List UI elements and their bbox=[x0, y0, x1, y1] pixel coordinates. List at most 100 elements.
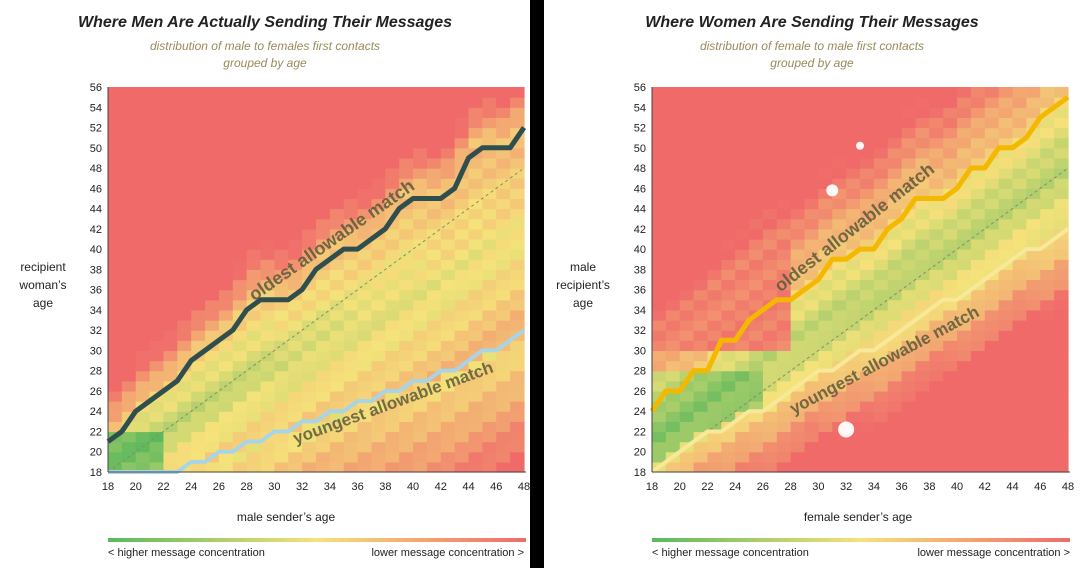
heatmap-cell bbox=[901, 330, 917, 341]
heatmap-cell bbox=[1054, 320, 1069, 331]
heatmap-cell bbox=[121, 340, 137, 352]
heatmap-cell bbox=[804, 411, 819, 422]
heatmap-cell bbox=[260, 87, 275, 98]
heatmap-cell bbox=[707, 168, 722, 179]
heatmap-cell bbox=[860, 218, 875, 230]
heatmap-cell bbox=[776, 380, 792, 392]
heatmap-cell bbox=[818, 228, 833, 240]
heatmap-cell bbox=[832, 97, 847, 108]
heatmap-cell bbox=[343, 87, 359, 98]
heatmap-cell bbox=[399, 350, 414, 362]
heatmap-cell bbox=[205, 441, 220, 453]
heatmap-cell bbox=[482, 127, 497, 139]
heatmap-cell bbox=[1054, 330, 1069, 341]
heatmap-cell bbox=[721, 279, 736, 291]
heatmap-cell bbox=[205, 117, 220, 129]
heatmap-cell bbox=[846, 259, 861, 270]
heatmap-cell bbox=[454, 380, 470, 392]
heatmap-cell bbox=[274, 279, 289, 291]
heatmap-cell bbox=[232, 350, 248, 362]
heatmap-cell bbox=[1040, 320, 1055, 331]
heatmap-cell bbox=[1054, 421, 1069, 433]
heatmap-cell bbox=[205, 360, 220, 372]
heatmap-cell bbox=[121, 178, 137, 189]
heatmap-cell bbox=[496, 137, 511, 149]
heatmap-cell bbox=[984, 238, 1000, 250]
heatmap-cell bbox=[984, 350, 1000, 362]
heatmap-cell bbox=[749, 461, 764, 473]
heatmap-cell bbox=[652, 249, 667, 260]
y-tick-label: 26 bbox=[634, 386, 646, 398]
y-axis-label: recipient woman’s age bbox=[0, 258, 86, 312]
heatmap-cell bbox=[776, 330, 792, 341]
heatmap-cell bbox=[984, 87, 1000, 98]
heatmap-cell bbox=[302, 157, 317, 169]
heatmap-cell bbox=[316, 360, 331, 372]
heatmap-cell bbox=[149, 461, 165, 473]
heatmap-cell bbox=[818, 127, 833, 139]
heatmap-cell bbox=[426, 320, 442, 331]
heatmap-cell bbox=[998, 198, 1014, 210]
heatmap-cell bbox=[385, 157, 400, 169]
heatmap-cell bbox=[149, 421, 165, 433]
heatmap-cell bbox=[482, 87, 497, 98]
heatmap-cell bbox=[901, 178, 917, 189]
heatmap-cell bbox=[232, 198, 248, 210]
heatmap-cell bbox=[970, 168, 986, 179]
heatmap-cell bbox=[665, 97, 681, 108]
heatmap-cell bbox=[1054, 441, 1069, 453]
heatmap-cell bbox=[776, 228, 792, 240]
heatmap-cell bbox=[121, 259, 137, 270]
heatmap-cell bbox=[1026, 360, 1041, 372]
heatmap-cell bbox=[1012, 330, 1027, 341]
heatmap-cell bbox=[274, 259, 289, 270]
heatmap-cell bbox=[749, 421, 764, 433]
heatmap-cell bbox=[135, 228, 151, 240]
heatmap-cell bbox=[998, 330, 1014, 341]
heatmap-cell bbox=[901, 390, 917, 402]
heatmap-cell bbox=[832, 289, 847, 301]
heatmap-cell bbox=[776, 441, 792, 453]
y-tick-label: 54 bbox=[90, 102, 102, 114]
heatmap-cell bbox=[413, 401, 428, 412]
heatmap-cell bbox=[343, 330, 359, 341]
heatmap-cell bbox=[652, 380, 667, 392]
heatmap-cell bbox=[804, 188, 819, 200]
y-tick-label: 28 bbox=[90, 366, 102, 378]
heatmap-cell bbox=[371, 198, 386, 210]
heatmap-cell bbox=[177, 97, 192, 108]
heatmap-cell bbox=[707, 188, 722, 200]
heatmap-cell bbox=[302, 188, 317, 200]
heatmap-cell bbox=[957, 249, 972, 260]
heatmap-cell bbox=[482, 330, 497, 341]
heatmap-cell bbox=[652, 137, 667, 149]
heatmap-cell bbox=[108, 157, 123, 169]
heatmap-cell bbox=[929, 168, 944, 179]
heatmap-cell bbox=[496, 259, 511, 270]
heatmap-cell bbox=[735, 249, 750, 260]
heatmap-cell bbox=[329, 380, 345, 392]
heatmap-cell bbox=[149, 249, 165, 260]
heatmap-cell bbox=[832, 107, 847, 118]
heatmap-cell bbox=[721, 238, 736, 250]
heatmap-cell bbox=[302, 360, 317, 372]
heatmap-cell bbox=[957, 107, 972, 118]
heatmap-cell bbox=[413, 107, 428, 118]
heatmap-cell bbox=[929, 350, 944, 362]
heatmap-cell bbox=[776, 431, 792, 443]
heatmap-cell bbox=[246, 178, 262, 189]
heatmap-cell bbox=[1040, 137, 1055, 149]
heatmap-cell bbox=[721, 411, 736, 422]
heatmap-cell bbox=[679, 350, 695, 362]
heatmap-cell bbox=[790, 401, 806, 412]
heatmap-cell bbox=[496, 350, 511, 362]
heatmap-cell bbox=[440, 178, 456, 189]
heatmap-cell bbox=[721, 269, 736, 281]
heatmap-cell bbox=[385, 97, 400, 108]
heatmap-cell bbox=[413, 249, 428, 260]
heatmap-cell bbox=[232, 269, 248, 281]
heatmap-cell bbox=[943, 401, 958, 412]
heatmap-cell bbox=[832, 330, 847, 341]
heatmap-cell bbox=[652, 309, 667, 321]
heatmap-cell bbox=[693, 117, 709, 129]
